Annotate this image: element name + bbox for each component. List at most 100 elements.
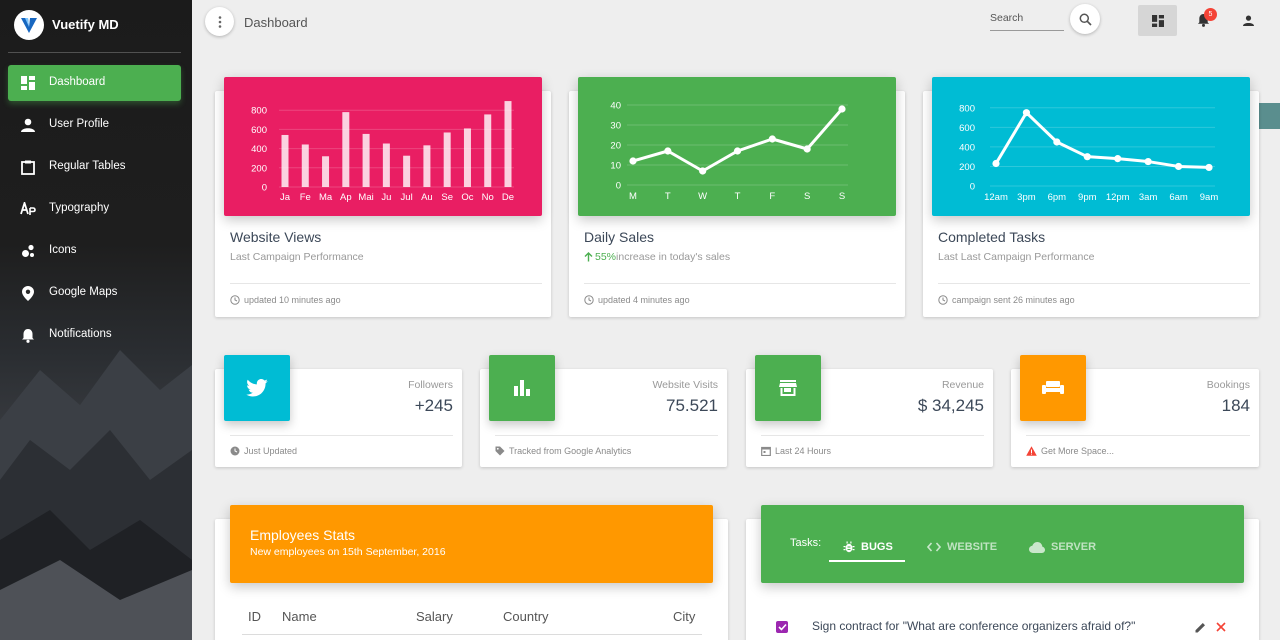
table-header-country[interactable]: Country [503, 609, 549, 624]
x-tick-label: Ja [280, 192, 291, 203]
data-point [1053, 138, 1061, 146]
tasks-header: Tasks: BUGS WEBSITE SERVER [761, 505, 1244, 583]
sidebar-item-label: Regular Tables [49, 160, 126, 172]
dashboard-toggle-button[interactable] [1138, 5, 1177, 36]
sidebar-item-user-profile[interactable]: User Profile [8, 107, 181, 143]
y-tick-label: 30 [610, 121, 621, 132]
stat-value: +245 [414, 396, 453, 415]
search-button[interactable] [1070, 4, 1100, 34]
card-footer: campaign sent 26 minutes ago [938, 295, 1075, 305]
calendar-icon [761, 446, 771, 456]
card-footer: Just Updated [230, 446, 297, 456]
bar [281, 134, 289, 187]
typography-icon [20, 201, 36, 217]
task-text: Sign contract for "What are conference o… [812, 619, 1136, 633]
warning-icon [1026, 446, 1037, 456]
table-header-name[interactable]: Name [282, 609, 317, 624]
close-icon [1216, 622, 1226, 632]
vuetify-logo-icon [14, 10, 44, 40]
y-tick-label: 600 [959, 123, 975, 134]
table-header-id[interactable]: ID [248, 609, 261, 624]
card-subtitle: 55% increase in today's sales [584, 251, 730, 263]
edit-task-button[interactable] [1193, 620, 1207, 634]
table-header-city[interactable]: City [673, 609, 696, 624]
x-tick-label: No [482, 192, 494, 203]
card-footer-text: updated 10 minutes ago [244, 295, 341, 305]
card-divider [761, 435, 984, 436]
delete-task-button[interactable] [1214, 620, 1228, 634]
sidebar-item-notifications[interactable]: Notifications [8, 317, 181, 353]
card-footer: Last 24 Hours [761, 446, 831, 456]
x-tick-label: T [665, 191, 671, 202]
bar [362, 133, 370, 187]
person-icon [1242, 15, 1254, 26]
x-tick-label: Ap [340, 192, 352, 203]
map-pin-icon [20, 285, 36, 301]
daily-sales-chart: 40 30 20 10 0 M T W T F S S [578, 77, 896, 216]
series-line [994, 111, 1210, 169]
x-tick-label: Ju [381, 192, 391, 203]
bar [403, 155, 411, 187]
bell-icon [20, 327, 36, 343]
data-point [664, 147, 672, 155]
x-tick-label: Oc [461, 192, 473, 203]
y-tick-label: 20 [610, 141, 621, 152]
clock-icon [230, 446, 240, 456]
tab-label: BUGS [861, 541, 893, 553]
series-line [632, 108, 844, 173]
bar [423, 145, 431, 187]
card-divider [1026, 435, 1250, 436]
bar [443, 132, 451, 187]
brand[interactable]: Vuetify MD [0, 0, 192, 52]
website-views-chart: 800 600 400 200 0 Ja Fe Ma Ap Mai Ju Jul Au Se Oc No De [224, 77, 542, 216]
sidebar-item-regular-tables[interactable]: Regular Tables [8, 149, 181, 185]
tag-icon [495, 446, 505, 456]
store-icon [779, 380, 797, 396]
sidebar-item-icons[interactable]: Icons [8, 233, 181, 269]
sidebar-item-label: Dashboard [49, 76, 106, 88]
task-checkbox[interactable] [776, 621, 788, 633]
page-title: Dashboard [244, 15, 308, 30]
user-menu-button[interactable] [1236, 8, 1260, 32]
data-point [1083, 153, 1091, 161]
clock-icon [230, 295, 240, 305]
table-header-salary[interactable]: Salary [416, 609, 453, 624]
x-tick-label: Mai [358, 192, 373, 203]
x-tick-label: Fe [300, 192, 311, 203]
clock-icon [938, 295, 948, 305]
dashboard-icon [20, 75, 36, 91]
menu-button[interactable] [205, 7, 234, 36]
stat-value: 75.521 [666, 396, 718, 415]
search-icon [1079, 13, 1092, 26]
sidebar-item-label: Icons [49, 244, 77, 256]
search-input[interactable]: Search [990, 9, 1064, 31]
y-tick-label: 400 [251, 144, 267, 155]
tab-bugs[interactable]: BUGS [843, 533, 893, 561]
y-tick-label: 200 [959, 162, 975, 173]
sidebar-item-google-maps[interactable]: Google Maps [8, 275, 181, 311]
tab-website[interactable]: WEBSITE [927, 533, 997, 561]
bubble-chart-icon [20, 243, 36, 259]
data-point [838, 105, 846, 113]
card-footer-text: Tracked from Google Analytics [509, 446, 632, 456]
bar [484, 114, 492, 187]
x-tick-label: Jul [401, 192, 413, 203]
card-footer-text: Just Updated [244, 446, 298, 456]
data-point [992, 159, 1000, 168]
sidebar-item-dashboard[interactable]: Dashboard [8, 65, 181, 101]
sidebar-item-typography[interactable]: Typography [8, 191, 181, 227]
card-divider [584, 283, 896, 284]
tab-server[interactable]: SERVER [1029, 533, 1096, 561]
check-icon [777, 623, 787, 631]
x-tick-label: 3am [1139, 192, 1158, 203]
x-tick-label: 9pm [1078, 192, 1097, 203]
y-tick-label: 800 [251, 106, 267, 117]
sofa-icon [1042, 381, 1064, 394]
card-subtitle: Last Campaign Performance [230, 251, 364, 263]
x-tick-label: 6am [1169, 192, 1188, 203]
employees-stats-header: Employees Stats New employees on 15th Se… [230, 505, 713, 583]
stat-value: $ 34,245 [917, 396, 984, 415]
data-point [629, 157, 637, 165]
stat-category: Revenue [941, 379, 984, 391]
website-views-bar-chart: 800 600 400 200 0 Ja Fe Ma Ap Mai Ju Jul Au Se Oc No De [251, 101, 514, 203]
